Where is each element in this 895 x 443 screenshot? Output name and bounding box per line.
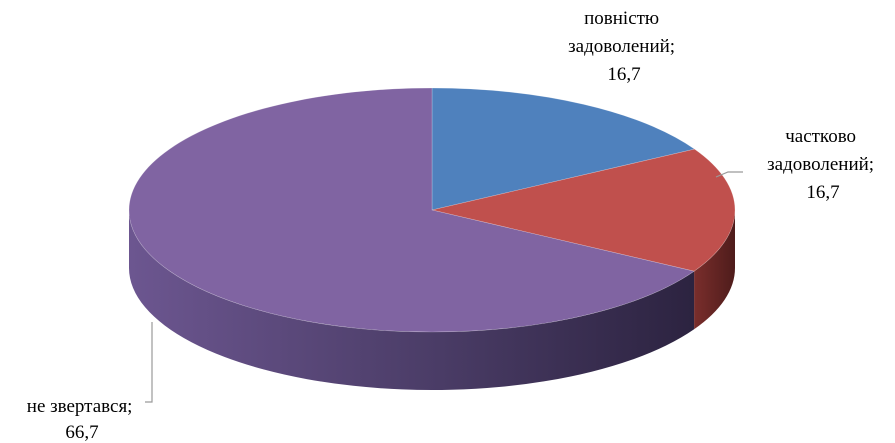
slice-2-side [129, 210, 695, 391]
leader-line-not-applied [145, 322, 153, 403]
leader-lines [145, 171, 743, 403]
pie-depth [129, 210, 735, 391]
slice-label-partially-satisfied: частково задоволений; 16,7 [767, 126, 879, 203]
slice-0-top [431, 87, 696, 211]
slice-2-top [128, 87, 695, 333]
slice-1-top [431, 148, 736, 272]
slice-1-side [694, 210, 735, 330]
slice-label-not-applied: не звертався; 66,7 [27, 396, 137, 443]
slice-label-fully-satisfied: повністю задоволений; 16,7 [568, 8, 680, 85]
leader-line-partially-satisfied [715, 171, 743, 178]
pie-slices [128, 87, 736, 333]
